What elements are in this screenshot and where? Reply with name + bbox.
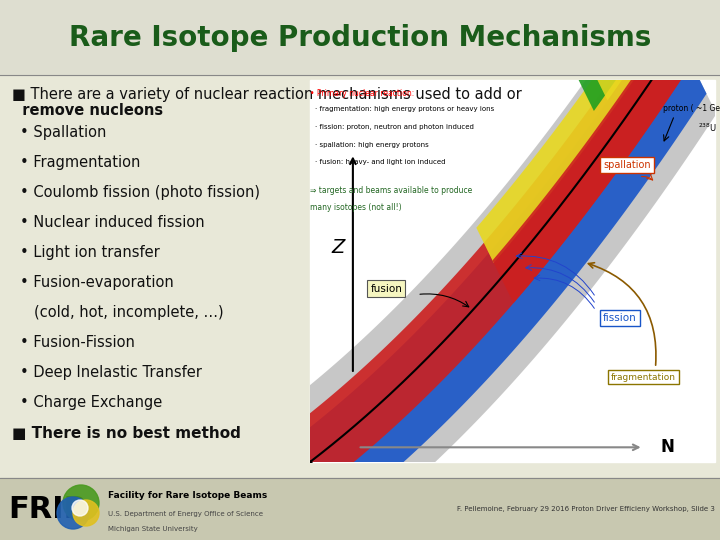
Text: Facility for Rare Isotope Beams: Facility for Rare Isotope Beams	[108, 491, 267, 500]
Polygon shape	[477, 0, 672, 263]
Text: $^{238}$U: $^{238}$U	[698, 121, 717, 133]
Text: F. Pellemoine, February 29 2016 Proton Driver Efficieny Workshop, Slide 3: F. Pellemoine, February 29 2016 Proton D…	[457, 506, 715, 512]
Text: • Fusion-Fission: • Fusion-Fission	[20, 335, 135, 350]
Text: FRIB: FRIB	[8, 495, 86, 523]
Polygon shape	[577, 0, 665, 111]
Text: • Fragmentation: • Fragmentation	[20, 155, 140, 170]
Circle shape	[73, 500, 99, 526]
Text: ■ There are a variety of nuclear reaction mechanisms used to add or: ■ There are a variety of nuclear reactio…	[12, 87, 522, 102]
Text: U.S. Department of Energy Office of Science: U.S. Department of Energy Office of Scie…	[108, 511, 263, 517]
Polygon shape	[492, 21, 692, 303]
Text: • Deep Inelastic Transfer: • Deep Inelastic Transfer	[20, 365, 202, 380]
Circle shape	[63, 485, 99, 521]
Text: Z: Z	[332, 238, 346, 257]
Text: · fission: proton, neutron and photon induced: · fission: proton, neutron and photon in…	[315, 124, 474, 130]
Text: proton ( ~1 GeV) on: proton ( ~1 GeV) on	[662, 104, 720, 112]
Text: many isotopes (not all!): many isotopes (not all!)	[310, 204, 402, 212]
Polygon shape	[283, 0, 716, 537]
Text: • Light ion transfer: • Light ion transfer	[20, 245, 160, 260]
Text: • Primary nuclear reaction:: • Primary nuclear reaction:	[310, 89, 414, 98]
Text: · spallation: high energy protons: · spallation: high energy protons	[315, 141, 428, 148]
Polygon shape	[292, 3, 692, 487]
Bar	[310, 80, 715, 462]
Text: • Fusion-evaporation: • Fusion-evaporation	[20, 275, 174, 290]
Text: • Nuclear induced fission: • Nuclear induced fission	[20, 215, 204, 230]
Text: fission: fission	[603, 313, 636, 323]
Text: · fusion: heavy- and light ion induced: · fusion: heavy- and light ion induced	[315, 159, 445, 165]
Text: fragmentation: fragmentation	[611, 373, 676, 382]
Text: • Charge Exchange: • Charge Exchange	[20, 395, 162, 410]
Text: Michigan State University: Michigan State University	[108, 526, 198, 532]
Text: remove nucleons: remove nucleons	[12, 103, 163, 118]
Text: fusion: fusion	[370, 284, 402, 294]
Polygon shape	[297, 14, 706, 517]
Text: · fragmentation: high energy protons or heavy ions: · fragmentation: high energy protons or …	[315, 106, 494, 112]
Text: N: N	[660, 438, 674, 456]
Text: • Spallation: • Spallation	[20, 125, 107, 140]
Polygon shape	[593, 0, 667, 100]
Circle shape	[72, 500, 88, 516]
Text: ⇒ targets and beams available to produce: ⇒ targets and beams available to produce	[310, 186, 472, 195]
Text: • Coulomb fission (photo fission): • Coulomb fission (photo fission)	[20, 185, 260, 200]
Text: ■ There is no best method: ■ There is no best method	[12, 426, 241, 441]
Text: Rare Isotope Production Mechanisms: Rare Isotope Production Mechanisms	[69, 24, 651, 51]
Circle shape	[57, 497, 89, 529]
Text: (cold, hot, incomplete, …): (cold, hot, incomplete, …)	[34, 305, 224, 320]
Bar	[0, 478, 720, 540]
Bar	[0, 0, 720, 75]
Text: spallation: spallation	[603, 160, 651, 170]
